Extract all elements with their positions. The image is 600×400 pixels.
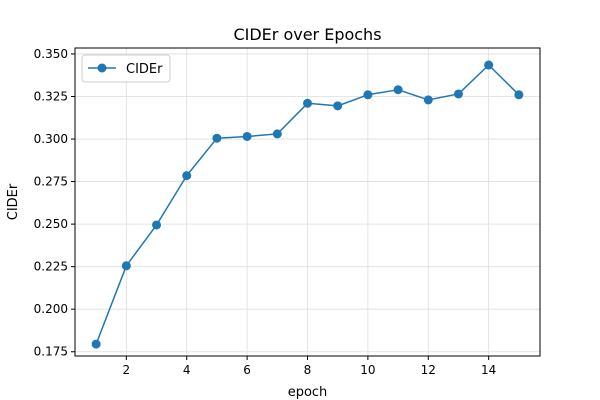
x-tick-label: 2	[123, 363, 131, 377]
data-point	[363, 90, 373, 100]
legend-marker	[97, 63, 107, 73]
data-point	[242, 131, 252, 141]
y-tick-label: 0.175	[34, 345, 68, 359]
y-tick-label: 0.225	[34, 260, 68, 274]
legend-box	[81, 54, 171, 83]
data-point	[453, 89, 463, 99]
data-point	[484, 60, 494, 70]
y-tick-label: 0.200	[34, 302, 68, 316]
series-layer	[91, 60, 524, 349]
x-axis-label: epoch	[288, 385, 328, 400]
legend-label: CIDEr	[126, 62, 163, 77]
x-tick-label: 8	[304, 363, 312, 377]
data-point	[423, 95, 433, 105]
data-point	[152, 220, 162, 230]
grid	[75, 48, 540, 356]
y-axis-label: CIDEr	[6, 183, 21, 220]
x-tick-label: 4	[183, 363, 191, 377]
data-point	[272, 129, 282, 139]
y-tick-label: 0.275	[34, 175, 68, 189]
y-tick-label: 0.325	[34, 89, 68, 103]
data-point	[514, 90, 524, 100]
data-point	[182, 171, 192, 181]
data-point	[393, 85, 403, 95]
data-point	[121, 261, 131, 271]
chart-title: CIDEr over Epochs	[233, 25, 381, 44]
data-point	[303, 98, 312, 108]
data-point	[333, 101, 343, 111]
y-tick-label: 0.250	[34, 217, 68, 231]
x-tick-label: 12	[421, 363, 436, 377]
x-tick-label: 14	[481, 363, 496, 377]
data-point	[91, 339, 101, 349]
data-point	[212, 133, 222, 143]
y-tick-label: 0.350	[34, 47, 68, 61]
x-tick-label: 10	[360, 363, 375, 377]
x-tick-label: 6	[243, 363, 251, 377]
axis-ticks: 2 4 6 8 10 12 14 0.175 0.200 0.225 0.250 0.275 0.300…	[34, 47, 497, 377]
y-tick-label: 0.300	[34, 132, 68, 146]
legend: CIDEr	[81, 54, 171, 83]
